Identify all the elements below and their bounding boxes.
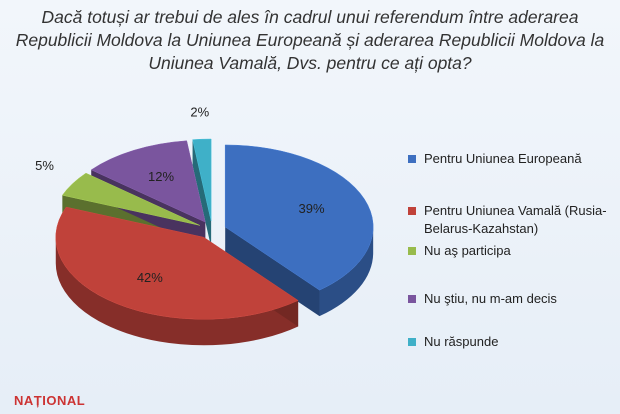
slice <box>61 172 201 226</box>
data-label: 2% <box>190 105 209 120</box>
legend-label: Nu aş participa <box>424 243 511 258</box>
slice-side <box>319 226 374 317</box>
slice <box>55 206 299 320</box>
chart-title: Dacă totuși ar trebui de ales în cadrul … <box>15 7 605 73</box>
legend-label: Nu răspunde <box>424 334 499 349</box>
watermark: NAȚIONAL <box>14 393 86 408</box>
slice-side <box>55 237 299 346</box>
legend-item: Nu aş participa <box>408 242 608 260</box>
legend-item: Nu răspunde <box>408 333 608 351</box>
legend-swatch <box>408 155 416 163</box>
legend-item: Pentru Uniunea Europeană <box>408 150 608 168</box>
data-label: 42% <box>137 270 163 285</box>
slice-wall <box>192 139 212 248</box>
legend-item: Nu ştiu, nu m-am decis <box>408 290 608 308</box>
legend-label: Nu ştiu, nu m-am decis <box>424 291 557 306</box>
legend-label: Pentru Uniunea Vamală (Rusia-Belarus-Kaz… <box>424 203 607 236</box>
slice <box>90 140 206 223</box>
data-label: 12% <box>148 169 174 184</box>
data-label: 39% <box>298 201 324 216</box>
legend-label: Pentru Uniunea Europeană <box>424 151 582 166</box>
slice <box>224 144 374 291</box>
legend-swatch <box>408 295 416 303</box>
legend-swatch <box>408 207 416 215</box>
slice-wall <box>225 226 320 317</box>
legend-swatch <box>408 247 416 255</box>
data-label: 5% <box>35 158 54 173</box>
legend-item: Pentru Uniunea Vamală (Rusia-Belarus-Kaz… <box>408 202 608 238</box>
legend-swatch <box>408 338 416 346</box>
slice <box>192 138 212 222</box>
